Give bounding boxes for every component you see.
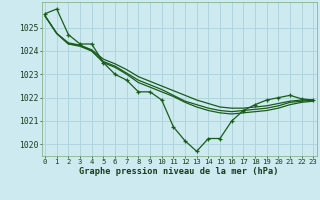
- X-axis label: Graphe pression niveau de la mer (hPa): Graphe pression niveau de la mer (hPa): [79, 167, 279, 176]
